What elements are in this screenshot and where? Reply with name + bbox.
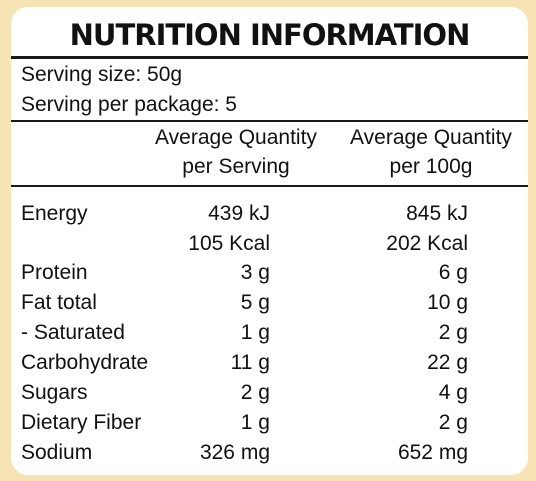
per-100g-header-line2: per 100g [389, 155, 473, 178]
table-row: 105 Kcal 202 Kcal [11, 229, 528, 259]
serving-size-text: Serving size: 50g [21, 63, 183, 86]
per-serving-header-line2: per Serving [182, 155, 290, 178]
panel-title: NUTRITION INFORMATION [69, 18, 471, 52]
nutrient-name: Sugars [21, 381, 88, 404]
servings-per-package-text: Serving per package: 5 [21, 93, 237, 116]
table-row: Carbohydrate 11 g 22 g [11, 348, 528, 378]
per-serving-value: 1 g [240, 321, 270, 344]
table-row: Sugars 2 g 4 g [11, 378, 528, 408]
title-divider [11, 56, 528, 59]
per-serving-value: 439 kJ [208, 202, 270, 225]
nutrient-name: Carbohydrate [21, 351, 149, 374]
nutrient-name: Sodium [21, 441, 93, 464]
per-serving-value: 11 g [230, 351, 270, 374]
serving-divider [11, 120, 528, 122]
nutrient-name: Protein [21, 261, 88, 284]
table-row: Energy 439 kJ 845 kJ [11, 199, 528, 229]
per-serving-value: 5 g [240, 291, 270, 314]
per-100g-value: 2 g [438, 321, 468, 344]
table-row: - Saturated 1 g 2 g [11, 318, 528, 348]
table-row: Fat total 5 g 10 g [11, 288, 528, 318]
table-row: Dietary Fiber 1 g 2 g [11, 408, 528, 438]
per-serving-value: 105 Kcal [188, 232, 270, 255]
per-100g-header-line1: Average Quantity [350, 126, 512, 149]
per-100g-value: 10 g [427, 291, 468, 314]
per-100g-value: 2 g [438, 411, 468, 434]
per-100g-value: 652 mg [397, 441, 468, 464]
per-serving-value: 1 g [240, 411, 270, 434]
nutrient-name: - Saturated [21, 321, 125, 344]
per-100g-value: 6 g [438, 261, 468, 284]
table-row: Protein 3 g 6 g [11, 258, 528, 288]
nutrient-name: Dietary Fiber [21, 411, 142, 434]
per-serving-value: 3 g [240, 261, 270, 284]
nutrient-name: Energy [21, 202, 88, 225]
nutrient-name: Fat total [21, 291, 97, 314]
per-serving-value: 2 g [240, 381, 270, 404]
per-serving-header-line1: Average Quantity [155, 126, 317, 149]
per-serving-value: 326 mg [199, 441, 270, 464]
per-100g-value: 845 kJ [406, 202, 468, 225]
nutrition-panel: NUTRITION INFORMATION Serving size: 50g … [11, 7, 528, 475]
per-100g-value: 202 Kcal [386, 232, 468, 255]
per-100g-value: 22 g [427, 351, 468, 374]
header-divider [11, 185, 528, 187]
table-row: Sodium 326 mg 652 mg [11, 438, 528, 468]
per-100g-value: 4 g [438, 381, 468, 404]
